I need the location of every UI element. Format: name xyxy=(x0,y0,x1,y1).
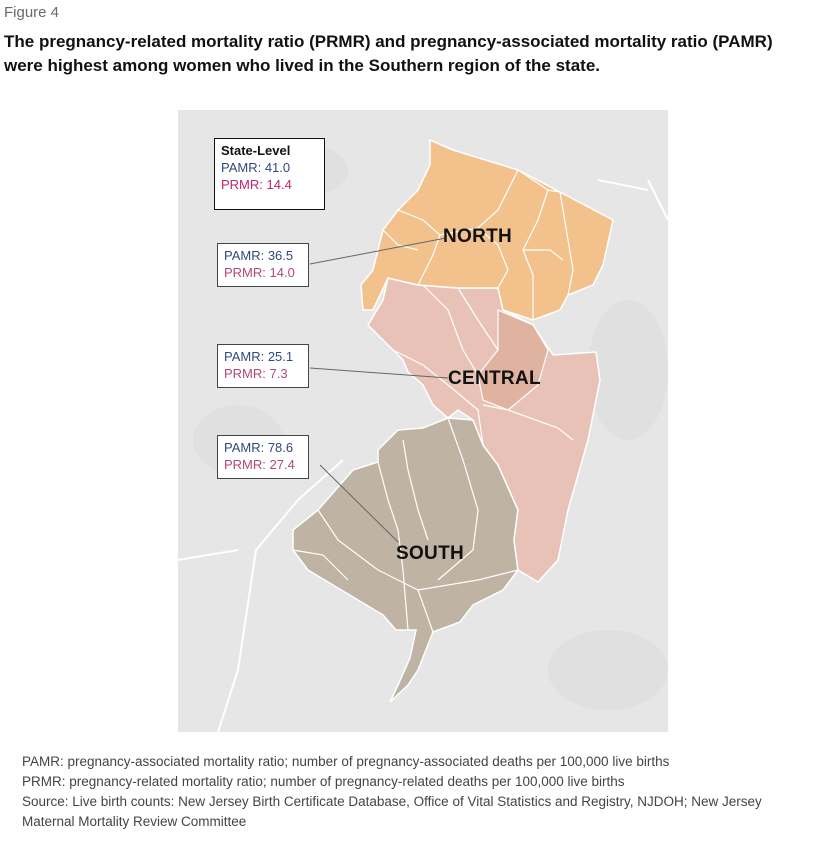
region-label-north: NORTH xyxy=(443,226,513,247)
footnotes: PAMR: pregnancy-associated mortality rat… xyxy=(22,752,812,832)
central-prmr: PRMR: 7.3 xyxy=(224,366,288,381)
state-prmr: PRMR: 14.4 xyxy=(221,177,292,192)
state-boundaries xyxy=(178,179,668,732)
central-pamr: PAMR: 25.1 xyxy=(224,349,294,364)
region-label-central: CENTRAL xyxy=(448,368,541,389)
figure-title: The pregnancy-related mortality ratio (P… xyxy=(4,32,773,75)
nj-region-map xyxy=(178,110,668,732)
central-inner-county xyxy=(477,309,549,411)
south-pamr: PAMR: 78.6 xyxy=(224,440,294,455)
figure-label: Figure 4 xyxy=(4,4,60,21)
south-county-lines xyxy=(292,417,519,633)
central-stats-box: PAMR: 25.1 PRMR: 7.3 xyxy=(217,344,309,388)
state-level-box: State-Level PAMR: 41.0 PRMR: 14.4 xyxy=(214,138,325,210)
north-pamr: PAMR: 36.5 xyxy=(224,248,294,263)
north-stats-box: PAMR: 36.5 PRMR: 14.0 xyxy=(217,243,309,287)
state-level-heading: State-Level xyxy=(221,143,291,158)
leader-lines xyxy=(309,237,449,543)
map-container xyxy=(178,110,668,732)
state-pamr: PAMR: 41.0 xyxy=(221,160,291,175)
region-label-south: SOUTH xyxy=(396,543,464,564)
footnote-source: Source: Live birth counts: New Jersey Bi… xyxy=(22,794,762,829)
footnote-prmr: PRMR: pregnancy-related mortality ratio;… xyxy=(22,774,625,789)
south-prmr: PRMR: 27.4 xyxy=(224,457,295,472)
north-county-lines xyxy=(382,169,574,320)
south-stats-box: PAMR: 78.6 PRMR: 27.4 xyxy=(217,435,309,479)
north-prmr: PRMR: 14.0 xyxy=(224,265,295,280)
footnote-pamr: PAMR: pregnancy-associated mortality rat… xyxy=(22,754,670,769)
